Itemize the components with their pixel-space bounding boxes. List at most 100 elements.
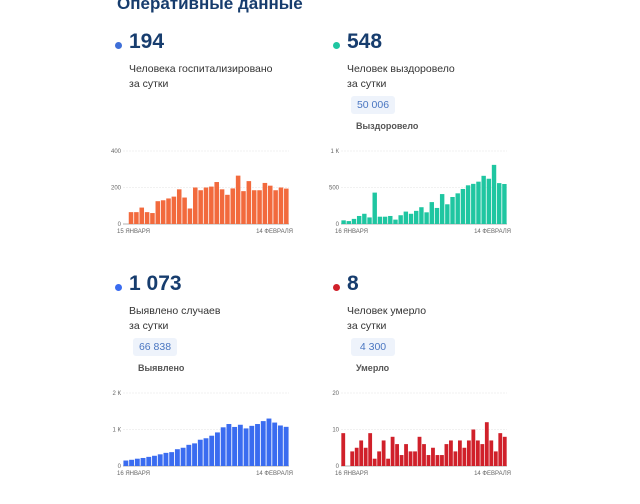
bar — [193, 187, 198, 224]
y-tick-label: 2 К — [113, 391, 122, 397]
panel-recovered: 548 Человек выздоровело за сутки 50 006 В… — [329, 30, 533, 262]
y-tick-label: 1 К — [331, 149, 340, 155]
bar — [388, 215, 393, 224]
bar — [484, 422, 489, 466]
bar — [166, 198, 171, 224]
cumulative-total: 66 838 — [133, 338, 177, 356]
bar — [480, 444, 485, 466]
bar — [176, 189, 182, 224]
bar — [367, 217, 372, 224]
bar — [171, 196, 177, 224]
bar-chart-recovered: 0 500 1 К 16 ЯНВАРЯ 14 ФЕВРАЛЯ — [329, 149, 511, 235]
daily-count: 1 073 — [129, 272, 182, 295]
bar — [424, 212, 429, 224]
bar — [220, 427, 226, 466]
cumulative-label: Выздоровело — [356, 121, 419, 131]
bar — [232, 426, 238, 466]
bar — [209, 435, 215, 466]
bar — [215, 432, 220, 466]
bar — [439, 194, 445, 224]
bar — [398, 215, 403, 224]
bar — [486, 178, 492, 224]
bar — [144, 212, 150, 224]
bar — [203, 187, 209, 224]
x-end-label: 14 ФЕВРАЛЯ — [474, 229, 511, 235]
bar — [426, 455, 431, 466]
bar — [440, 455, 444, 466]
y-tick-label: 200 — [111, 186, 122, 192]
bar — [140, 457, 146, 466]
bar — [408, 451, 413, 466]
bar — [129, 459, 135, 466]
daily-count: 194 — [129, 30, 165, 53]
bar — [255, 424, 260, 466]
bar — [198, 190, 203, 224]
y-tick-label: 0 — [118, 222, 122, 228]
bar — [377, 216, 383, 224]
bar — [429, 202, 434, 224]
bar — [491, 164, 497, 224]
caption-line-2: за сутки — [129, 78, 169, 90]
bar — [363, 447, 368, 466]
bar — [455, 193, 460, 224]
bar — [395, 444, 399, 466]
bar — [381, 440, 386, 466]
bar — [241, 191, 246, 224]
cumulative-label: Выявлено — [138, 363, 185, 373]
series-dot — [333, 284, 340, 291]
bar — [128, 212, 134, 224]
bar — [462, 447, 467, 466]
bar-chart-cases: 0 1 К 2 К 16 ЯНВАРЯ 14 ФЕВРАЛЯ — [113, 391, 294, 477]
bar — [249, 425, 255, 466]
bar — [457, 440, 462, 466]
bar — [203, 438, 209, 466]
bar — [444, 444, 449, 466]
bar — [502, 183, 507, 224]
bar — [466, 440, 471, 466]
bar — [502, 436, 507, 466]
bar — [246, 181, 252, 224]
bar — [382, 216, 388, 224]
bar — [139, 207, 145, 224]
x-start-label: 16 ЯНВАРЯ — [335, 229, 368, 235]
bar — [186, 444, 192, 466]
x-start-label: 15 ЯНВАРЯ — [117, 229, 150, 235]
bar — [399, 455, 404, 466]
x-end-label: 14 ФЕВРАЛЯ — [256, 471, 293, 477]
bar — [163, 452, 169, 466]
bar — [460, 188, 466, 224]
daily-count: 548 — [347, 30, 383, 53]
page-title: Оперативные данные — [117, 0, 303, 13]
bar — [134, 458, 140, 466]
caption-line-2: за сутки — [347, 78, 387, 90]
y-tick-label: 0 — [336, 464, 340, 470]
bar — [403, 211, 409, 224]
series-dot — [333, 42, 340, 49]
bar — [453, 451, 458, 466]
bar — [187, 208, 193, 224]
bar — [445, 204, 450, 224]
panel-deaths: 8 Человек умерло за сутки 4 300 Умерло 0 10… — [332, 272, 533, 504]
bar — [278, 187, 284, 224]
daily-count: 8 — [347, 272, 359, 295]
bar — [481, 175, 486, 224]
bar — [160, 200, 166, 224]
cumulative-label: Умерло — [356, 363, 390, 373]
bar — [362, 213, 367, 224]
bar — [489, 440, 494, 466]
bar — [476, 181, 481, 224]
bar — [237, 424, 243, 466]
bar — [257, 190, 262, 224]
bar — [273, 190, 278, 224]
bar — [284, 188, 289, 224]
x-end-label: 14 ФЕВРАЛЯ — [474, 471, 511, 477]
y-tick-label: 1 К — [113, 428, 122, 434]
bar — [471, 183, 476, 224]
bar — [214, 182, 219, 224]
bar — [498, 433, 503, 466]
bar — [197, 439, 203, 466]
bar — [134, 212, 139, 224]
bar — [225, 194, 230, 224]
bar — [350, 451, 355, 466]
bar — [155, 201, 161, 224]
